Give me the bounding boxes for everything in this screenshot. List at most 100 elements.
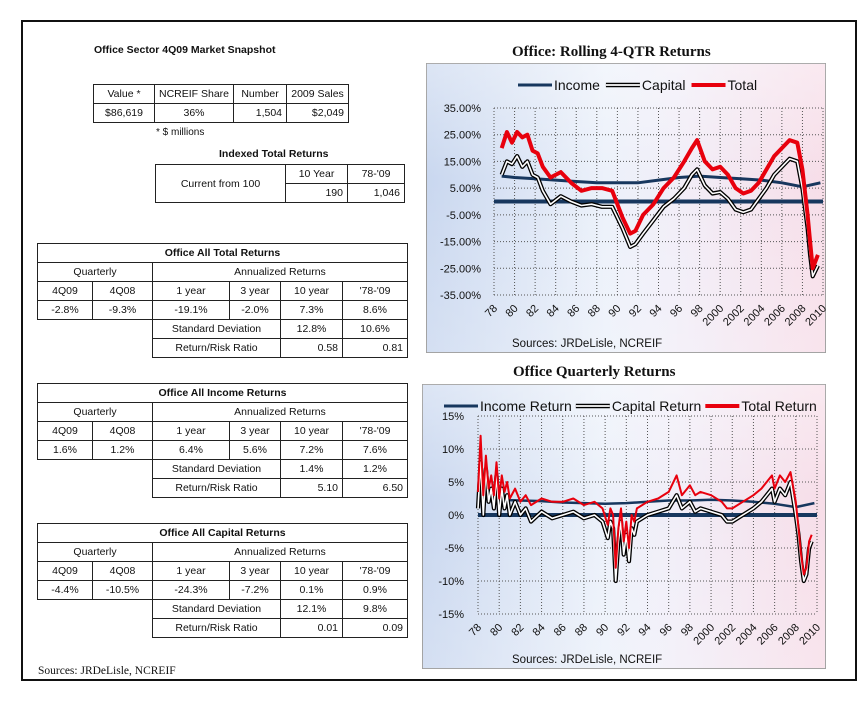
y-tick-label: 5% bbox=[448, 477, 464, 489]
value-cell: 0.9% bbox=[342, 580, 408, 600]
value-cell: -10.5% bbox=[92, 580, 153, 600]
rr-value: 0.01 bbox=[280, 618, 343, 638]
std-value: 10.6% bbox=[342, 319, 408, 339]
rr-label: Return/Risk Ratio bbox=[152, 338, 281, 358]
capital-series-inner bbox=[477, 461, 813, 582]
snapshot-table: Value * NCREIF Share Number 2009 Sales $… bbox=[93, 84, 350, 123]
annualized-label: Annualized Returns bbox=[152, 542, 408, 562]
quarterly-label: Quarterly bbox=[37, 542, 153, 562]
y-tick-label: 25.00% bbox=[444, 130, 482, 142]
col-header: 1 year bbox=[152, 281, 230, 301]
rr-label: Return/Risk Ratio bbox=[152, 478, 281, 498]
value-cell: 1.6% bbox=[37, 440, 93, 460]
y-tick-label: -15.00% bbox=[440, 237, 481, 249]
snapshot-header: 2009 Sales bbox=[286, 84, 350, 104]
snapshot-header: NCREIF Share bbox=[153, 84, 235, 104]
indexed-label: Current from 100 bbox=[155, 164, 286, 203]
chart1-title: Office: Rolling 4-QTR Returns bbox=[512, 44, 711, 60]
y-tick-label: -35.00% bbox=[440, 290, 481, 302]
quarterly-returns-chart: 15%10%5%0%-5%-10%-15%78 80 82 84 86 88 90 92 94 9… bbox=[422, 384, 826, 669]
y-tick-label: -5% bbox=[444, 543, 464, 555]
col-header: '78-'09 bbox=[342, 281, 408, 301]
col-header: 4Q08 bbox=[92, 281, 153, 301]
col-header: 3 year bbox=[229, 561, 281, 581]
legend-label: Total Return bbox=[741, 398, 816, 414]
col-header: 4Q09 bbox=[37, 421, 93, 441]
snapshot-header: Value * bbox=[93, 84, 155, 104]
y-tick-label: 10% bbox=[442, 444, 464, 456]
rr-value: 6.50 bbox=[342, 478, 408, 498]
rr-label: Return/Risk Ratio bbox=[152, 618, 281, 638]
legend-label: Capital Return bbox=[612, 398, 702, 414]
total-series-line bbox=[499, 130, 820, 271]
quarterly-label: Quarterly bbox=[37, 402, 153, 422]
col-header: 1 year bbox=[152, 561, 230, 581]
y-tick-label: -25.00% bbox=[440, 263, 481, 275]
col-header: 4Q08 bbox=[92, 561, 153, 581]
value-cell: -7.2% bbox=[229, 580, 281, 600]
rolling-returns-chart: 35.00% 25.00% 15.00% 5.00% -5.00% -15.00% -25.… bbox=[426, 63, 826, 353]
snapshot-title: Office Sector 4Q09 Market Snapshot bbox=[94, 44, 276, 56]
legend-label: Capital bbox=[642, 77, 686, 93]
value-cell: -4.4% bbox=[37, 580, 93, 600]
y-tick-label: -10% bbox=[438, 576, 464, 588]
y-tick-label: 0% bbox=[448, 510, 464, 522]
table-title: Office All Capital Returns bbox=[37, 523, 408, 543]
total-series-line bbox=[477, 434, 813, 576]
col-header: 10 year bbox=[280, 281, 343, 301]
value-cell: -2.0% bbox=[229, 300, 281, 320]
col-header: '78-'09 bbox=[342, 421, 408, 441]
value-cell: -2.8% bbox=[37, 300, 93, 320]
capital-returns-table: Office All Capital Returns Quarterly Ann… bbox=[37, 523, 408, 638]
std-value: 1.2% bbox=[342, 459, 408, 479]
chart-source: Sources: JRDeLisle, NCREIF bbox=[512, 654, 662, 666]
col-header: 4Q08 bbox=[92, 421, 153, 441]
snapshot-footnote: * $ millions bbox=[156, 127, 205, 138]
snapshot-value: 1,504 bbox=[233, 103, 288, 123]
col-header: 4Q09 bbox=[37, 561, 93, 581]
capital-series-inner bbox=[500, 155, 819, 278]
value-cell: 7.6% bbox=[342, 440, 408, 460]
y-tick-label: 5.00% bbox=[450, 183, 481, 195]
indexed-value: 1,046 bbox=[347, 183, 405, 203]
col-header: 4Q09 bbox=[37, 281, 93, 301]
snapshot-value: $86,619 bbox=[93, 103, 155, 123]
indexed-title: Indexed Total Returns bbox=[219, 148, 329, 160]
quarterly-label: Quarterly bbox=[37, 262, 153, 282]
col-header: '78-'09 bbox=[342, 561, 408, 581]
std-value: 12.8% bbox=[280, 319, 343, 339]
indexed-header: 10 Year bbox=[285, 164, 348, 184]
indexed-value: 190 bbox=[285, 183, 348, 203]
col-header: 3 year bbox=[229, 281, 281, 301]
value-cell: 6.4% bbox=[152, 440, 230, 460]
annualized-label: Annualized Returns bbox=[152, 402, 408, 422]
rr-value: 0.81 bbox=[342, 338, 408, 358]
rr-value: 5.10 bbox=[280, 478, 343, 498]
rr-value: 0.58 bbox=[280, 338, 343, 358]
std-value: 1.4% bbox=[280, 459, 343, 479]
std-label: Standard Deviation bbox=[152, 599, 281, 619]
income-series-line bbox=[501, 174, 821, 189]
value-cell: 7.3% bbox=[280, 300, 343, 320]
table-title: Office All Income Returns bbox=[37, 383, 408, 403]
std-value: 9.8% bbox=[342, 599, 408, 619]
y-tick-label: 15.00% bbox=[444, 156, 482, 168]
value-cell: 1.2% bbox=[92, 440, 153, 460]
y-tick-label: 35.00% bbox=[444, 103, 482, 115]
legend-label: Total bbox=[728, 77, 758, 93]
chart-source: Sources: JRDeLisle, NCREIF bbox=[512, 338, 662, 350]
value-cell: -9.3% bbox=[92, 300, 153, 320]
sources-left: Sources: JRDeLisle, NCREIF bbox=[38, 665, 176, 677]
y-tick-label: -5.00% bbox=[446, 210, 481, 222]
std-value: 12.1% bbox=[280, 599, 343, 619]
income-returns-table: Office All Income Returns Quarterly Annu… bbox=[37, 383, 408, 498]
indexed-header: 78-'09 bbox=[347, 164, 405, 184]
value-cell: 0.1% bbox=[280, 580, 343, 600]
value-cell: 7.2% bbox=[280, 440, 343, 460]
col-header: 10 year bbox=[280, 421, 343, 441]
chart2-title: Office Quarterly Returns bbox=[513, 364, 676, 380]
legend-label: Income Return bbox=[480, 398, 572, 414]
value-cell: 8.6% bbox=[342, 300, 408, 320]
std-label: Standard Deviation bbox=[152, 319, 281, 339]
annualized-label: Annualized Returns bbox=[152, 262, 408, 282]
